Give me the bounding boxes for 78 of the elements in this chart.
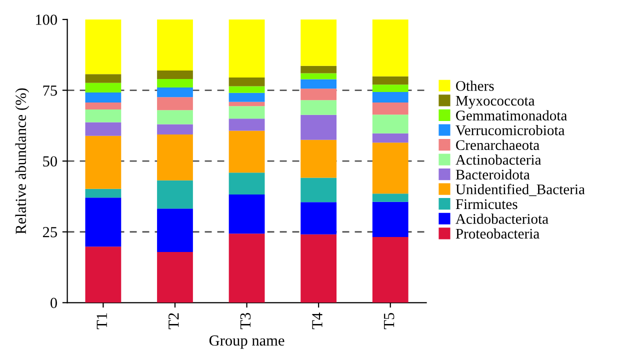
bar — [157, 124, 193, 134]
bar — [85, 74, 122, 83]
y-tick-label: 50 — [43, 156, 57, 167]
x-tick-label: T4 — [312, 312, 322, 330]
bar — [300, 234, 337, 303]
bar — [372, 84, 408, 92]
bar — [85, 92, 122, 102]
x-tick-label: T3 — [240, 312, 251, 330]
y-tick-label: 25 — [42, 227, 57, 238]
y-axis-title: Relative abundance (%) — [15, 88, 30, 234]
y-tick-label: 0 — [50, 298, 57, 308]
bar — [228, 86, 265, 93]
legend-label: Unidentified_Bacteria — [456, 184, 585, 196]
bar — [85, 188, 122, 198]
legend-label: Proteobacteria — [456, 228, 540, 239]
bar — [228, 172, 265, 194]
bar — [300, 100, 337, 115]
bar — [372, 142, 408, 194]
bar — [157, 110, 193, 124]
bar — [300, 114, 337, 140]
bar — [372, 76, 408, 85]
legend-label: Crenarchaeota — [456, 140, 540, 150]
legend-label: Actinobacteria — [456, 154, 542, 165]
bar — [228, 118, 265, 131]
x-tick-label: T1 — [96, 313, 107, 330]
bar — [157, 208, 193, 252]
bar — [157, 19, 193, 70]
bar — [300, 66, 337, 74]
bar — [85, 198, 122, 247]
bar — [372, 133, 408, 143]
bar — [372, 114, 408, 134]
bar — [157, 134, 193, 180]
bar — [228, 19, 265, 78]
bar — [300, 88, 337, 100]
bar — [300, 202, 337, 234]
x-tick-label: T2 — [168, 313, 179, 330]
bar — [372, 19, 408, 76]
bar — [157, 180, 193, 209]
bar — [85, 110, 122, 122]
y-tick-label: 100 — [36, 14, 57, 25]
bar — [300, 73, 337, 80]
bar — [300, 19, 337, 66]
bar — [300, 178, 337, 202]
bar — [157, 70, 193, 79]
x-tick-label: T5 — [384, 312, 394, 330]
bar — [228, 92, 265, 102]
bar — [228, 194, 265, 234]
bar — [228, 106, 265, 119]
bar — [300, 140, 337, 178]
legend-label: Firmicutes — [456, 199, 518, 210]
bar — [228, 102, 265, 106]
bar — [157, 78, 193, 88]
x-axis-title: Group name — [209, 335, 284, 349]
bar — [372, 236, 408, 303]
bar — [372, 92, 408, 102]
y-tick-label: 75 — [43, 86, 57, 96]
legend-label: Myxococcota — [456, 96, 535, 109]
bar — [85, 246, 122, 303]
bar — [85, 82, 122, 93]
bar — [85, 122, 122, 136]
legend-label: Others — [456, 80, 494, 91]
bar — [300, 79, 337, 89]
bar — [157, 87, 193, 98]
legend-label: Gemmatimonadota — [456, 110, 568, 120]
bar — [372, 102, 408, 115]
bar — [85, 102, 122, 110]
legend-label: Verrucomicrobiota — [456, 124, 565, 136]
bar — [228, 78, 265, 86]
bar — [85, 136, 122, 189]
bar — [85, 19, 122, 74]
legend-label: Bacteroidota — [456, 169, 530, 180]
bar — [372, 202, 408, 237]
bar — [228, 234, 265, 303]
bar — [228, 130, 265, 173]
bar — [157, 252, 193, 303]
bar — [157, 97, 193, 110]
bar — [372, 194, 408, 202]
legend-label: Acidobacteriota — [456, 214, 548, 224]
